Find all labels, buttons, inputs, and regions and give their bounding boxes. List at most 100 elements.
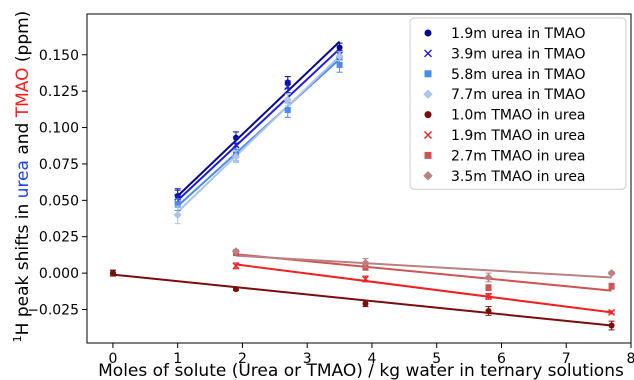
data-point — [174, 193, 182, 201]
x-tick-label: 7 — [562, 351, 571, 367]
legend-box — [409, 17, 627, 190]
data-point — [283, 95, 292, 104]
x-tick-label: 0 — [108, 351, 117, 367]
fit-line — [176, 48, 341, 202]
fit-line — [176, 58, 341, 207]
legend-marker — [423, 171, 433, 181]
x-stroke — [424, 131, 432, 139]
legend-marker — [424, 131, 432, 139]
data-points — [109, 42, 616, 331]
data-point — [231, 247, 241, 256]
legend-entry: 1.0m TMAO in urea — [424, 108, 586, 124]
x-axis-label: Moles of solute (Urea or TMAO) / kg wate… — [98, 361, 624, 380]
data-point — [336, 44, 343, 51]
legend-marker — [424, 151, 432, 159]
fit-line — [235, 254, 612, 279]
y-label-part: (ppm) — [13, 11, 33, 68]
data-point — [284, 107, 291, 114]
y-label-part: H peak shifts in — [13, 198, 33, 335]
x-stroke — [361, 275, 369, 283]
data-point — [608, 322, 615, 329]
fit-line — [235, 263, 612, 314]
y-label-part: TMAO — [13, 67, 33, 118]
data-point — [173, 210, 182, 219]
legend-marker — [423, 89, 433, 99]
y-tick-label: 0.000 — [39, 266, 79, 282]
data-point — [485, 292, 493, 300]
legend-label: 7.7m urea in TMAO — [451, 87, 586, 103]
series-1-9m-tmao-in-urea — [232, 262, 616, 316]
y-tick-label: 0.150 — [39, 48, 79, 64]
data-point — [174, 201, 181, 208]
fit-line — [176, 55, 341, 213]
axes: 0 1 2 3 4 5 6 7 8 −0.025 0.000 0.025 0.050 0.075 0.100… — [27, 48, 634, 367]
x-tick-label: 8 — [627, 351, 634, 367]
data-point — [608, 283, 615, 290]
legend-entry: 7.7m urea in TMAO — [423, 87, 586, 103]
x-tick-label: 1 — [173, 351, 182, 367]
y-tick-label: 0.100 — [39, 121, 79, 137]
legend-label: 1.9m TMAO in urea — [451, 128, 586, 144]
data-point — [608, 308, 616, 316]
y-label-part: and — [13, 117, 33, 160]
fit-lines — [112, 40, 612, 327]
legend-entry: 5.8m urea in TMAO — [424, 67, 586, 83]
data-point — [232, 141, 240, 149]
legend-label: 1.9m urea in TMAO — [451, 26, 586, 42]
series-7-7m-urea-in-tmao — [173, 51, 344, 225]
y-tick-label: 0.050 — [39, 193, 79, 209]
y-tick-label: 0.075 — [39, 157, 79, 173]
x-tick-label: 6 — [497, 351, 506, 367]
fit-line — [176, 40, 341, 197]
legend-marker — [424, 29, 432, 37]
x-tick-label: 2 — [238, 351, 247, 367]
x-tick-label: 3 — [303, 351, 312, 367]
data-point — [284, 83, 292, 91]
data-point — [232, 286, 239, 293]
legend-label: 5.8m urea in TMAO — [451, 67, 586, 83]
y-tick-label: 0.125 — [39, 84, 79, 100]
legend-entry: 2.7m TMAO in urea — [424, 148, 586, 164]
x-tick-label: 4 — [367, 351, 376, 367]
x-stroke — [232, 141, 240, 149]
legend-entry: 3.5m TMAO in urea — [423, 169, 586, 185]
legend-marker — [424, 49, 432, 58]
legend-entry: 1.9m urea in TMAO — [424, 26, 586, 42]
legend-entry: 1.9m TMAO in urea — [424, 128, 586, 144]
x-stroke — [284, 83, 292, 91]
y-axis-label: 1H peak shifts in urea and TMAO (ppm) — [11, 11, 33, 343]
y-tick-label: −0.025 — [27, 303, 79, 319]
data-point — [232, 262, 240, 270]
fit-line — [112, 273, 612, 327]
legend-label: 3.5m TMAO in urea — [451, 169, 586, 185]
x-stroke — [485, 292, 493, 300]
data-point — [485, 284, 492, 291]
series-3-5m-tmao-in-urea — [231, 247, 616, 283]
legend-label: 1.0m TMAO in urea — [451, 108, 586, 124]
legend-marker — [424, 111, 432, 119]
x-stroke — [608, 308, 616, 316]
legend-label: 3.9m urea in TMAO — [451, 46, 586, 62]
x-stroke — [424, 49, 432, 58]
x-stroke — [232, 262, 240, 270]
legend-entry: 3.9m urea in TMAO — [424, 46, 586, 62]
data-point — [361, 258, 370, 267]
data-point — [607, 269, 616, 278]
data-point — [361, 275, 369, 283]
data-point — [231, 152, 241, 161]
data-point — [109, 270, 116, 277]
x-stroke — [174, 193, 182, 201]
y-label-part: urea — [13, 160, 33, 198]
y-tick-label: 0.025 — [39, 230, 79, 246]
data-point — [484, 273, 493, 282]
data-point — [336, 61, 343, 68]
legend-label: 2.7m TMAO in urea — [451, 148, 586, 164]
legend-marker — [424, 70, 432, 78]
x-tick-label: 5 — [432, 351, 441, 367]
y-label-superscript: 1 — [11, 335, 24, 342]
data-point — [485, 307, 492, 314]
series-1-0m-tmao-in-urea — [109, 269, 615, 331]
data-point — [335, 52, 344, 61]
legend: 1.9m urea in TMAO 3.9m urea in TMAO 5.8m u… — [409, 17, 627, 190]
